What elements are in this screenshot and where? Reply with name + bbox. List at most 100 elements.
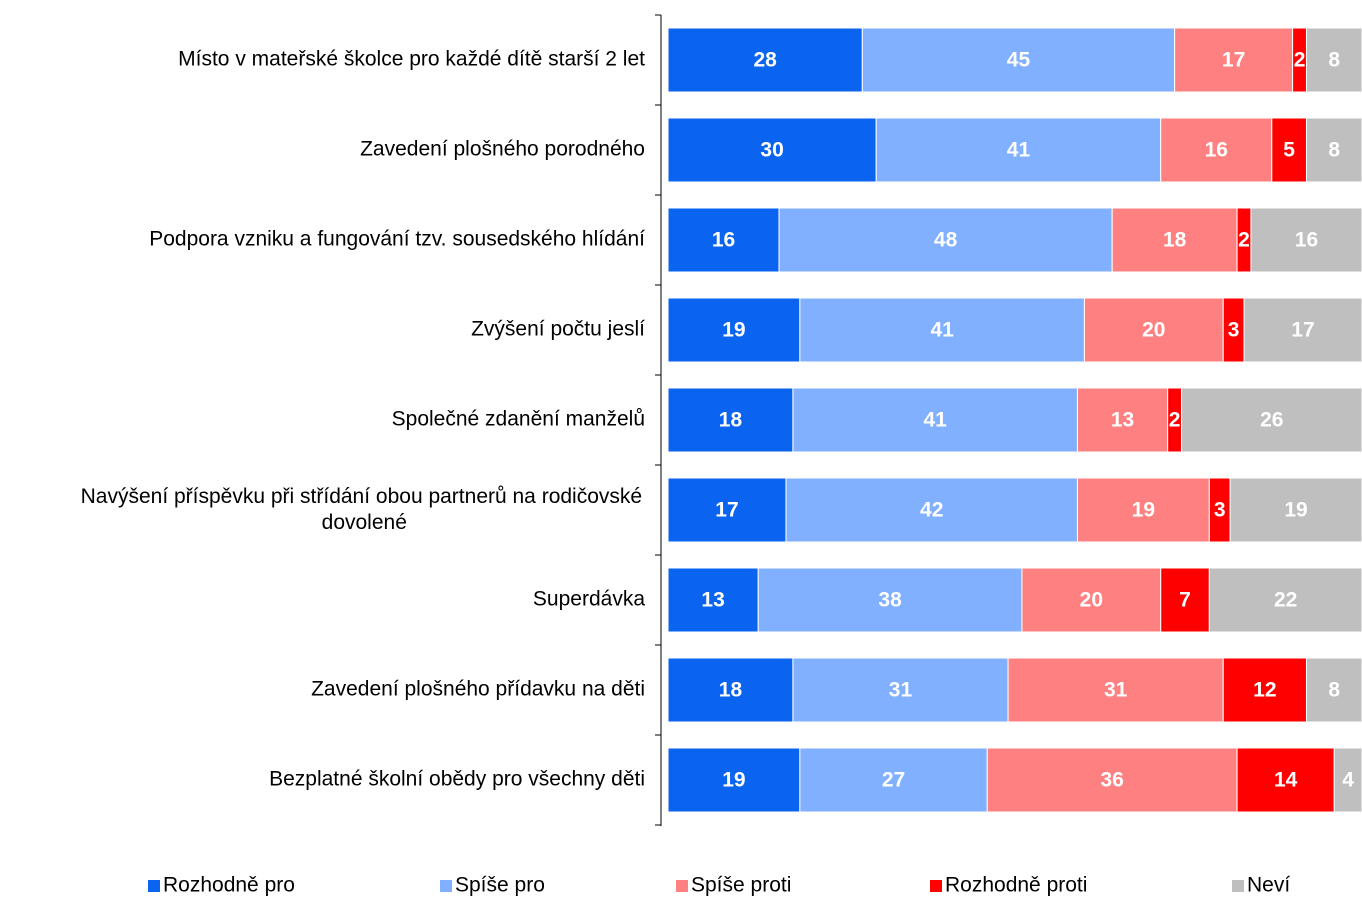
category-label: Zavedení plošného přídavku na děti [311, 678, 645, 701]
data-label: 30 [760, 139, 783, 162]
data-label: 16 [1205, 139, 1228, 162]
bar-segment [1076, 477, 1210, 543]
data-label: 26 [1260, 409, 1283, 432]
data-label: 36 [1100, 769, 1123, 792]
bar-segment [1021, 567, 1162, 633]
bar-segment [1181, 387, 1362, 453]
data-label: 18 [719, 409, 743, 432]
bar-segment [792, 387, 1078, 453]
data-label: 38 [878, 589, 902, 612]
bar-segment [1229, 477, 1362, 543]
data-label: 41 [930, 319, 954, 342]
bar-segment [667, 477, 787, 543]
legend-label: Spíše pro [455, 874, 545, 897]
data-label: 8 [1328, 139, 1340, 162]
category-label: Společné zdanění manželů [392, 408, 645, 431]
data-label: 4 [1342, 769, 1354, 792]
bar-segment [778, 207, 1113, 273]
bar-segment [1160, 117, 1273, 183]
data-label: 19 [722, 769, 745, 792]
data-label: 17 [1291, 319, 1314, 342]
category-label: Zvýšení počtu jeslí [471, 318, 645, 341]
bar-segment [1250, 207, 1362, 273]
data-label: 3 [1228, 319, 1240, 342]
bar-segment [875, 117, 1162, 183]
data-label: 19 [722, 319, 745, 342]
legend-label: Rozhodně proti [945, 874, 1087, 897]
data-label: 5 [1283, 139, 1295, 162]
bar-segment [1076, 387, 1169, 453]
category-label: Bezplatné školní obědy pro všechny děti [269, 768, 645, 791]
data-label: 17 [715, 499, 738, 522]
legend-label: Spíše proti [691, 874, 791, 897]
bar-segment [1305, 117, 1362, 183]
data-label: 41 [1007, 139, 1031, 162]
legend-swatch [440, 880, 452, 892]
category-label: Místo v mateřské školce pro každé dítě s… [178, 48, 645, 71]
bar-segment [1243, 297, 1362, 363]
data-label: 2 [1169, 409, 1181, 432]
bar-segment [1271, 117, 1307, 183]
data-label: 8 [1328, 679, 1340, 702]
category-label: Superdávka [533, 588, 645, 611]
bar-segment [1007, 657, 1224, 723]
legend-label: Rozhodně pro [163, 874, 295, 897]
data-label: 28 [753, 49, 777, 72]
bar-segment [1174, 27, 1294, 93]
data-label: 17 [1222, 49, 1245, 72]
bar-segment [667, 387, 794, 453]
category-label: Navýšení příspěvku při střídání obou par… [81, 485, 648, 534]
legend-swatch [930, 880, 942, 892]
bar-segment [667, 27, 863, 93]
data-label: 2 [1294, 49, 1306, 72]
legend-swatch [676, 880, 688, 892]
data-label: 19 [1284, 499, 1307, 522]
data-label: 8 [1328, 49, 1340, 72]
data-label: 16 [1295, 229, 1318, 252]
bar-segment [1160, 567, 1210, 633]
bar-segment [799, 747, 988, 813]
bar-segment [1305, 657, 1362, 723]
bar-segment [861, 27, 1176, 93]
data-label: 13 [1111, 409, 1134, 432]
bar-segment [667, 207, 780, 273]
bar-segment [1083, 297, 1224, 363]
data-label: 7 [1179, 589, 1191, 612]
data-label: 3 [1214, 499, 1226, 522]
data-label: 12 [1253, 679, 1276, 702]
bar-segment [799, 297, 1085, 363]
bar-segment [792, 657, 1009, 723]
data-label: 41 [924, 409, 948, 432]
bar-segment [667, 567, 759, 633]
data-label: 18 [1163, 229, 1187, 252]
category-label: Zavedení plošného porodného [360, 138, 645, 161]
legend-swatch [148, 880, 160, 892]
bar-segment [757, 567, 1023, 633]
data-label: 42 [920, 499, 943, 522]
bar-segment [667, 117, 877, 183]
bar-segment [667, 747, 801, 813]
data-label: 31 [1104, 679, 1128, 702]
data-label: 18 [719, 679, 743, 702]
bar-segment [1111, 207, 1238, 273]
bar-segment [986, 747, 1238, 813]
category-label: Podpora vzniku a fungování tzv. sousedsk… [149, 228, 645, 251]
bar-segment [1208, 567, 1362, 633]
data-label: 19 [1132, 499, 1155, 522]
legend-label: Neví [1247, 874, 1290, 897]
bar-segment [1236, 747, 1335, 813]
data-label: 16 [712, 229, 735, 252]
data-label: 31 [889, 679, 913, 702]
data-label: 27 [882, 769, 905, 792]
data-label: 20 [1080, 589, 1103, 612]
legend-swatch [1232, 880, 1244, 892]
data-label: 20 [1142, 319, 1165, 342]
data-label: 22 [1274, 589, 1297, 612]
data-label: 2 [1238, 229, 1250, 252]
data-label: 14 [1274, 769, 1298, 792]
data-label: 48 [934, 229, 958, 252]
bar-segment [1222, 657, 1307, 723]
data-label: 45 [1007, 49, 1031, 72]
